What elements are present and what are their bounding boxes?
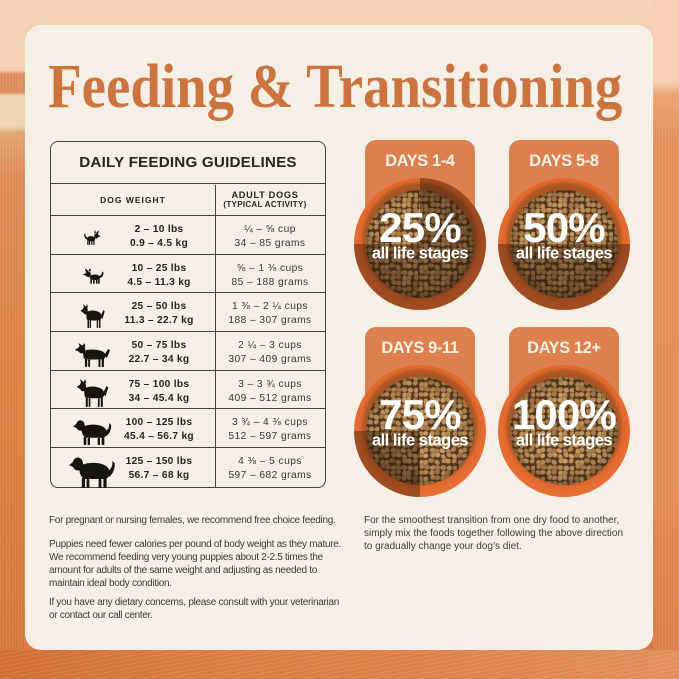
svg-text:DAYS 5-8: DAYS 5-8 (529, 152, 599, 170)
svg-text:75%: 75% (379, 391, 461, 438)
svg-text:25%: 25% (379, 204, 461, 251)
svg-text:all life stages: all life stages (372, 245, 468, 263)
svg-text:50%: 50% (523, 204, 605, 251)
svg-text:all life stages: all life stages (516, 432, 612, 450)
svg-text:all life stages: all life stages (372, 432, 468, 450)
svg-text:DAYS 12+: DAYS 12+ (527, 339, 600, 357)
svg-text:all life stages: all life stages (516, 245, 612, 263)
svg-text:100%: 100% (512, 391, 617, 438)
svg-text:DAYS 9-11: DAYS 9-11 (381, 339, 458, 357)
svg-text:DAYS 1-4: DAYS 1-4 (385, 152, 455, 170)
